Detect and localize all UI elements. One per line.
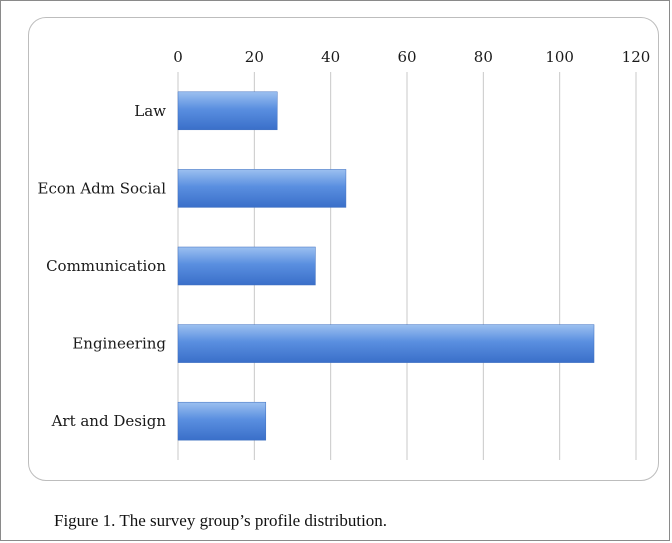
x-tick-label: 40 <box>321 48 340 66</box>
figure-caption: Figure 1. The survey group’s profile dis… <box>54 511 388 530</box>
chart-panel <box>28 17 659 481</box>
bar-chart: 0 20 40 60 80 100 120 Law Econ Adm Social Commun… <box>38 48 651 460</box>
bar <box>177 91 278 131</box>
bar <box>177 401 267 441</box>
x-tick-label: 0 <box>173 48 183 66</box>
bar <box>177 324 595 363</box>
x-tick-label: 120 <box>622 48 651 66</box>
x-tick-label: 20 <box>245 48 264 66</box>
bar <box>177 169 347 208</box>
category-label: Communication <box>46 257 166 275</box>
category-label: Law <box>134 102 166 120</box>
x-tick-label: 60 <box>397 48 416 66</box>
bar <box>177 246 316 286</box>
category-label: Engineering <box>72 335 166 353</box>
category-label: Art and Design <box>51 412 167 430</box>
category-label: Econ Adm Social <box>38 179 167 197</box>
x-tick-label: 100 <box>545 48 574 66</box>
x-tick-label: 80 <box>474 48 493 66</box>
